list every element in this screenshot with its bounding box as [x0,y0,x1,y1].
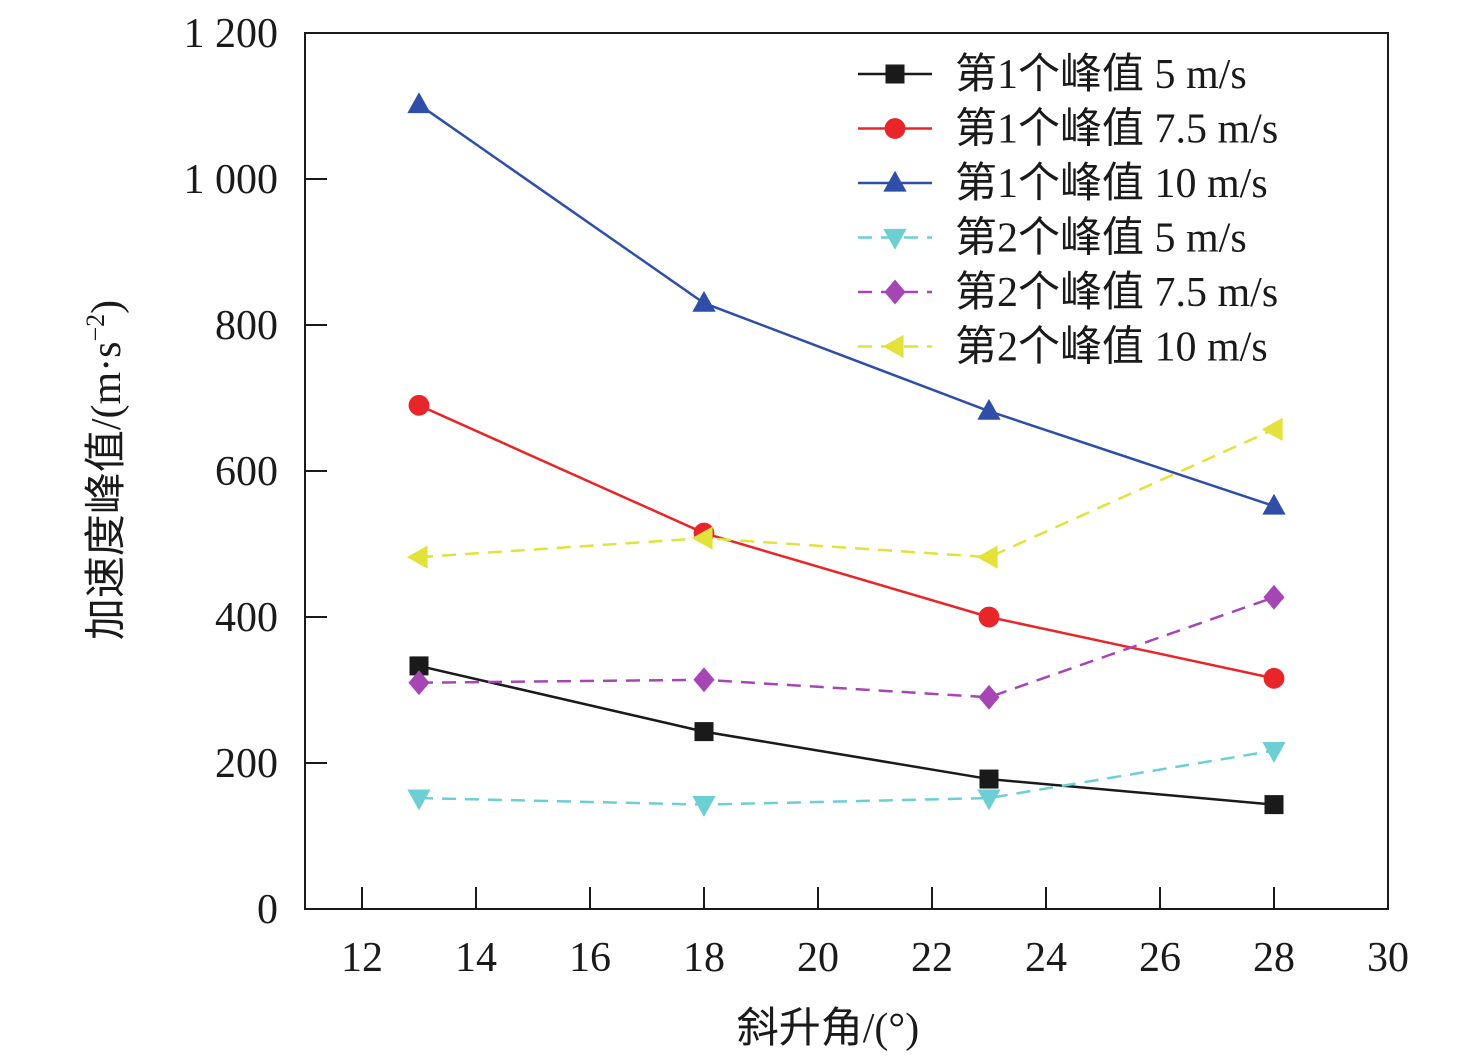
data-point [1262,493,1286,515]
legend-label: 第2个峰值 5 m/s [955,216,1247,262]
x-tick-label: 28 [1253,935,1295,981]
y-tick-label: 600 [215,449,278,495]
x-tick-label: 18 [683,935,725,981]
legend-label: 第1个峰值 5 m/s [955,52,1247,98]
series-line [418,428,1275,559]
data-point [1261,417,1283,442]
x-axis-label: 斜升角/(°) [737,1006,919,1052]
legend-marker [882,334,904,359]
x-tick-label: 26 [1139,935,1181,981]
legend-label: 第1个峰值 7.5 m/s [955,107,1278,153]
legend-marker [883,228,907,250]
data-point [692,290,716,312]
legend: 第1个峰值 5 m/s 第1个峰值 7.5 m/s 第1个峰值 10 m/s 第2个峰… [858,52,1278,371]
series-4 [407,741,1286,817]
series-line [418,404,1275,680]
legend-marker [884,279,906,305]
data-point [407,789,431,811]
y-tick-label: 0 [257,887,278,933]
series-line [418,103,1275,508]
data-point [408,394,430,416]
data-point [691,526,713,550]
data-point [406,545,428,569]
legend-label: 第2个峰值 10 m/s [955,325,1268,371]
y-axis-label-main: 加速度峰值/(m·s [84,342,130,641]
legend-item: 第1个峰值 5 m/s [858,52,1247,98]
legend-label: 第1个峰值 10 m/s [955,161,1268,207]
data-point [407,92,431,114]
y-tick-label: 800 [215,303,278,349]
legend-marker [885,64,905,84]
data-point [977,398,1001,420]
data-point [1263,584,1285,610]
series-2 [408,394,1285,689]
data-point [1264,795,1284,815]
legend-marker [884,118,906,139]
x-tick-label: 20 [797,935,839,981]
data-point [976,545,998,569]
x-tick-label: 30 [1367,935,1409,981]
data-point [978,684,1000,710]
legend-item: 第2个峰值 10 m/s [858,325,1268,371]
data-point [694,722,714,742]
series-3 [407,92,1286,515]
x-tick-label: 22 [911,935,953,981]
data-point [978,606,1000,628]
series-6 [406,417,1283,569]
series-line [418,664,1275,806]
y-tick-label: 400 [215,595,278,641]
y-axis: 0 200 400 600 800 1 000 1 200 [184,11,327,933]
series-layer [406,92,1286,817]
data-point [408,670,430,696]
data-point [1262,741,1286,763]
legend-item: 第1个峰值 10 m/s [858,161,1268,207]
data-point [692,796,716,817]
data-point [977,789,1001,811]
legend-item: 第2个峰值 5 m/s [858,216,1247,262]
legend-item: 第1个峰值 7.5 m/s [858,107,1278,153]
x-axis: 12 14 16 18 20 22 24 26 28 30 [341,887,1409,981]
series-line [418,596,1275,699]
legend-marker [883,170,907,192]
data-point [1263,667,1285,689]
series-1 [409,656,1284,815]
x-tick-label: 24 [1025,935,1067,981]
y-axis-label-close: ) [84,300,130,314]
x-tick-label: 12 [341,935,383,981]
data-point [979,769,999,789]
y-axis-label-sup: −2 [81,314,110,342]
series-5 [408,584,1285,710]
data-point [693,667,715,693]
y-tick-label: 1 200 [184,11,279,57]
y-tick-label: 1 000 [184,157,279,203]
legend-item: 第2个峰值 7.5 m/s [858,270,1278,316]
y-axis-label: 加速度峰值/(m·s−2) [81,300,130,640]
x-tick-label: 14 [455,935,497,981]
x-tick-label: 16 [569,935,611,981]
legend-label: 第2个峰值 7.5 m/s [955,270,1278,316]
y-tick-label: 200 [215,741,278,787]
series-line [418,749,1275,806]
